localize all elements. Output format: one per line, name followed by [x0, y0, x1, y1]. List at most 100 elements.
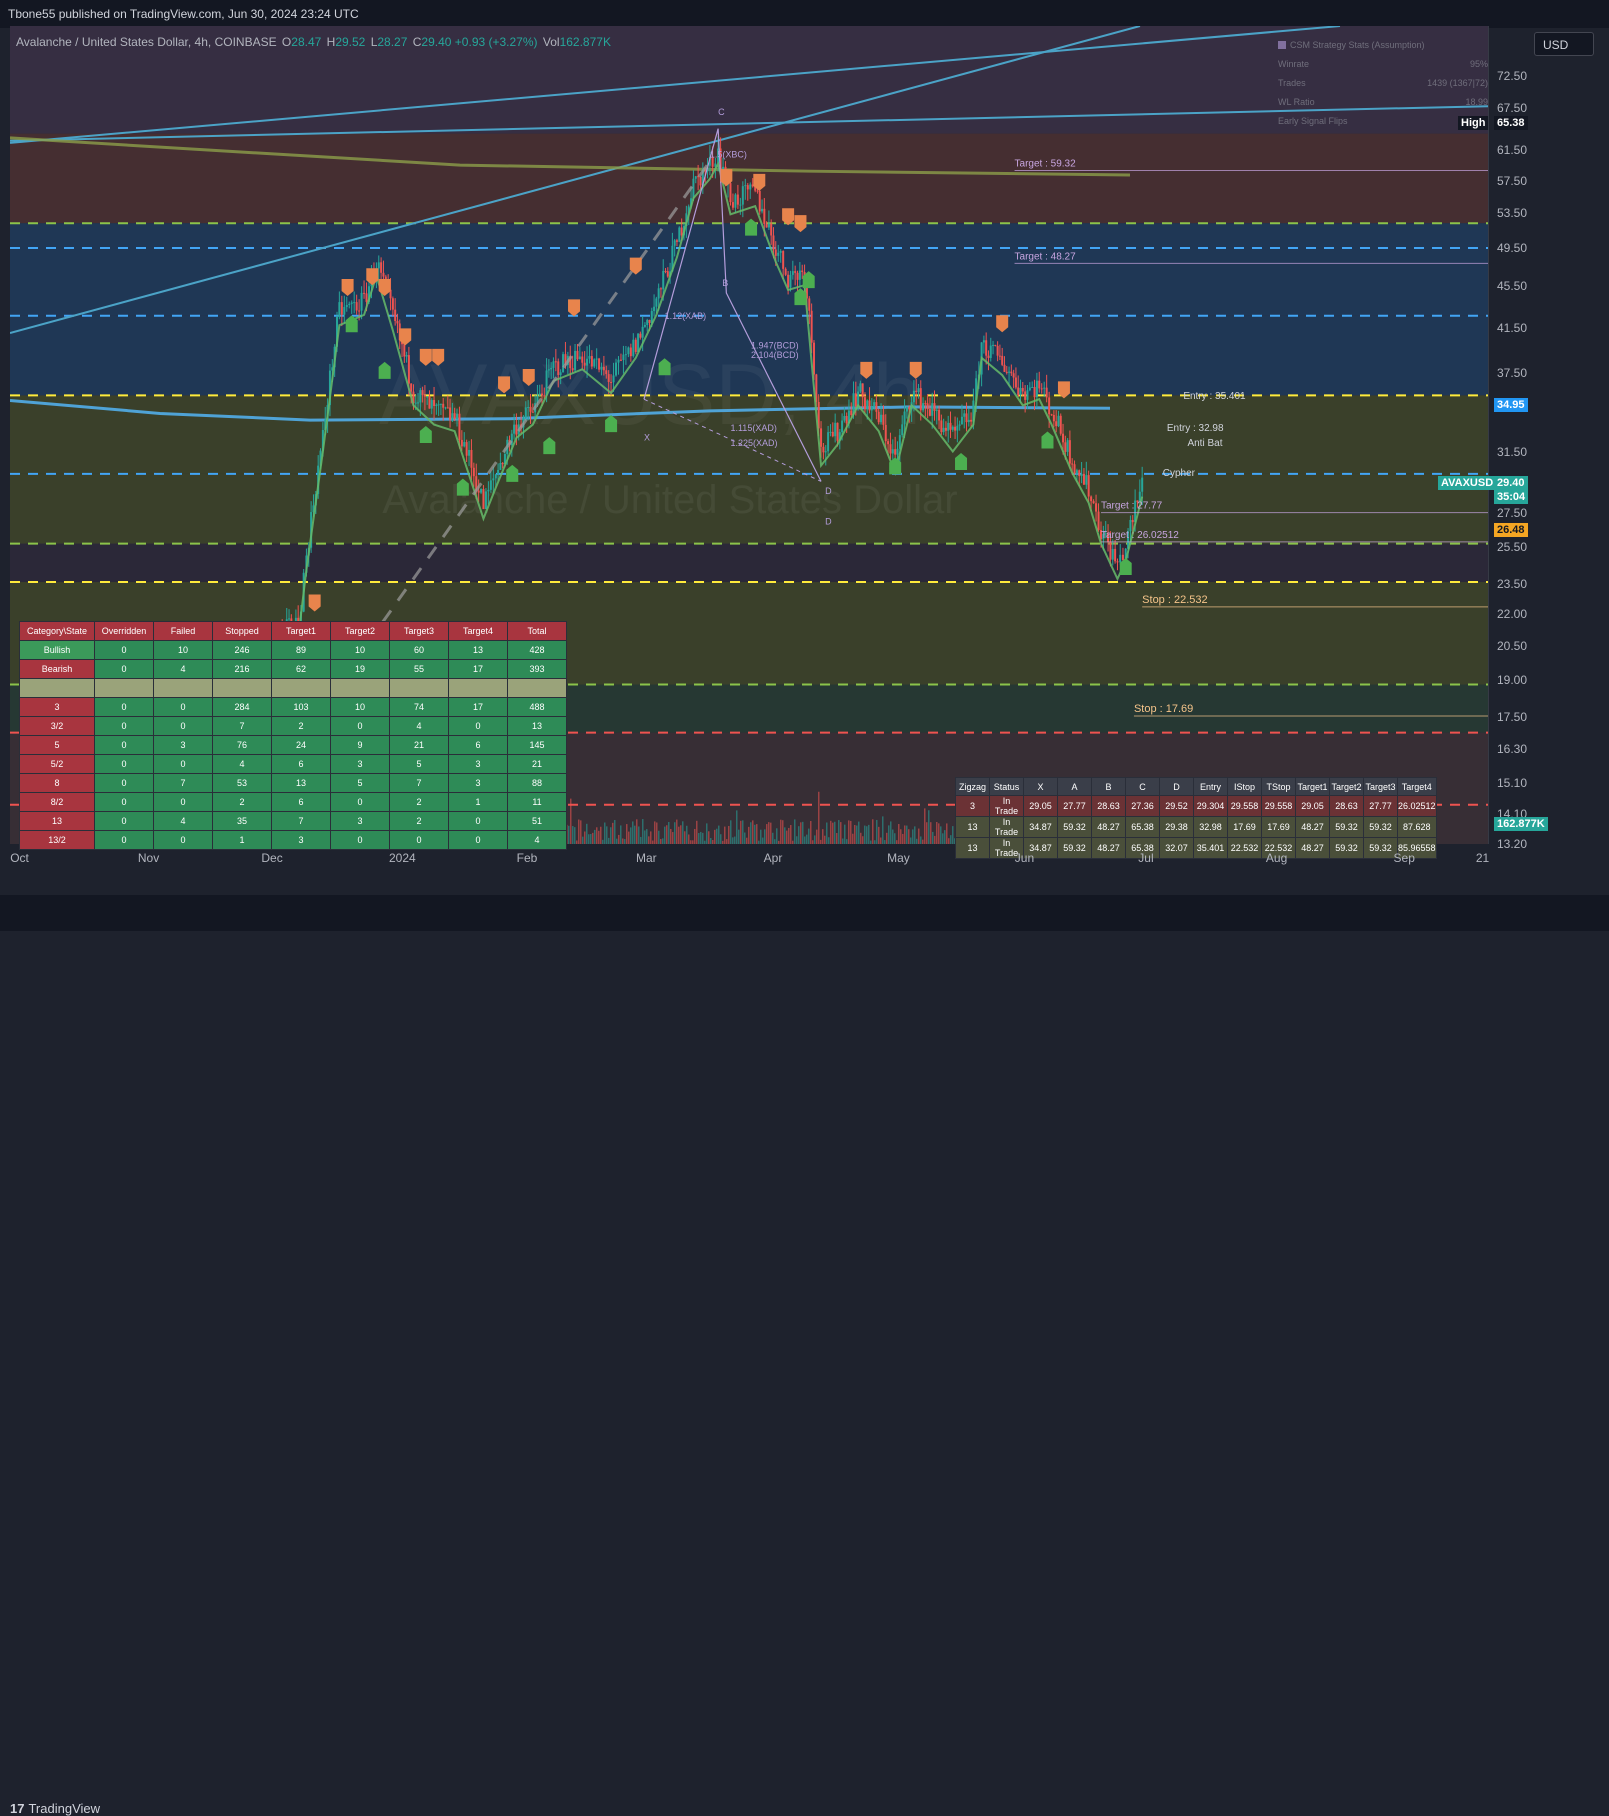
table-cell: 0: [94, 773, 154, 793]
y-axis-tick-label: 72.50: [1497, 68, 1528, 83]
candle-body: [758, 190, 761, 212]
table-row: 13 In Trade 34.87 59.32 48.27 65.38 32.07 35.40…: [955, 837, 1437, 859]
volume-bar: [740, 820, 742, 844]
table-cell: 62: [271, 659, 331, 679]
table-cell: 2: [271, 716, 331, 736]
candle-body: [417, 402, 420, 404]
candle-body: [947, 422, 950, 431]
candle-body: [380, 262, 383, 273]
candle-body: [744, 185, 747, 187]
volume-bar: [912, 829, 914, 844]
table-cell: 27.36: [1125, 795, 1160, 817]
candle-body: [331, 367, 334, 371]
sell-signal-marker: [378, 279, 391, 297]
volume-bar: [844, 824, 846, 844]
candle-body: [312, 505, 315, 513]
volume-bar: [828, 837, 830, 844]
table-cell: 3/2: [19, 716, 95, 736]
table-cell: 59.32: [1057, 816, 1092, 838]
table-cell: Target4: [448, 621, 508, 641]
candle-body: [477, 490, 480, 493]
axis-price-label: High: [1458, 115, 1489, 130]
table-cell: 0: [330, 830, 390, 850]
volume-bar: [616, 838, 618, 844]
candle-body: [866, 400, 869, 410]
table-cell: 3: [330, 811, 390, 831]
table-cell: 65.38: [1125, 816, 1160, 838]
table-cell: 13/2: [19, 830, 95, 850]
volume-bar: [652, 840, 654, 844]
buy-signal-marker: [794, 288, 807, 306]
table-cell: 0: [94, 716, 154, 736]
y-axis-tick-label: 49.50: [1497, 241, 1528, 256]
table-cell: 10: [330, 640, 390, 660]
table-cell: [19, 678, 95, 698]
sell-signal-marker: [1057, 381, 1070, 399]
table-cell: 4: [212, 754, 272, 774]
candle-body: [439, 403, 442, 405]
candle-body: [1082, 473, 1085, 485]
candle-body: [412, 391, 415, 403]
table-cell: Status: [989, 777, 1024, 796]
table-cell: Target2: [330, 621, 390, 641]
table-cell: In Trade: [989, 816, 1024, 838]
table-cell: 10: [153, 640, 213, 660]
volume-bar: [754, 824, 756, 844]
volume-bar: [818, 791, 820, 844]
volume-bar: [638, 826, 640, 844]
candle-body: [912, 390, 915, 403]
table-cell: 103: [271, 697, 331, 717]
volume-bar: [764, 829, 766, 844]
trendline: [10, 26, 1341, 144]
volume-bar: [584, 831, 586, 844]
zone-band: [10, 395, 1488, 474]
candle-body: [810, 310, 813, 343]
table-cell: 3: [153, 735, 213, 755]
table-cell: 246: [212, 640, 272, 660]
candle-body: [510, 433, 513, 446]
candle-body: [675, 240, 678, 242]
candle-body: [1114, 548, 1117, 562]
candle-body: [1066, 440, 1069, 452]
x-axis-tick-label: Jul: [1138, 851, 1154, 865]
candle-body: [1064, 442, 1067, 452]
volume-bar: [708, 831, 710, 844]
candle-body: [562, 354, 565, 373]
harmonic-label: 1.947(BCD): [751, 341, 799, 351]
table-cell: 28.63: [1329, 795, 1364, 817]
table-cell: 393: [507, 659, 567, 679]
candle-body: [1043, 387, 1046, 389]
candle-body: [754, 186, 757, 191]
candle-body: [414, 402, 417, 404]
y-axis-tick-label: 16.30: [1497, 741, 1528, 756]
candle-body: [1019, 387, 1022, 396]
volume-bar: [694, 828, 696, 844]
candle-body: [484, 491, 487, 510]
symbol-name[interactable]: Avalanche / United States Dollar, 4h, CO…: [16, 35, 277, 49]
table-cell: 13: [271, 773, 331, 793]
candle-body: [345, 304, 348, 307]
currency-selector[interactable]: USD: [1534, 32, 1594, 56]
table-cell: 48.27: [1295, 837, 1330, 859]
candle-body: [761, 208, 764, 212]
table-cell: 26.02512: [1397, 795, 1437, 817]
volume-bar: [654, 821, 656, 844]
candle-body: [1008, 371, 1011, 373]
candle-body: [859, 383, 862, 392]
volume-bar: [746, 837, 748, 844]
volume-bar: [680, 825, 682, 844]
candle-body: [808, 298, 811, 311]
tradingview-logo[interactable]: 17 TradingView: [10, 1801, 101, 1816]
candle-body: [829, 431, 832, 433]
table-cell: 10: [330, 697, 390, 717]
table-cell: 11: [507, 792, 567, 812]
table-cell: 53: [212, 773, 272, 793]
candle-body: [975, 378, 978, 401]
table-cell: 13: [507, 716, 567, 736]
volume-bar: [810, 821, 812, 844]
candle-body: [391, 298, 394, 310]
candle-body: [870, 406, 873, 411]
table-row: 13 In Trade 34.87 59.32 48.27 65.38 29.38 32.98…: [955, 816, 1437, 838]
volume-bar: [890, 821, 892, 844]
